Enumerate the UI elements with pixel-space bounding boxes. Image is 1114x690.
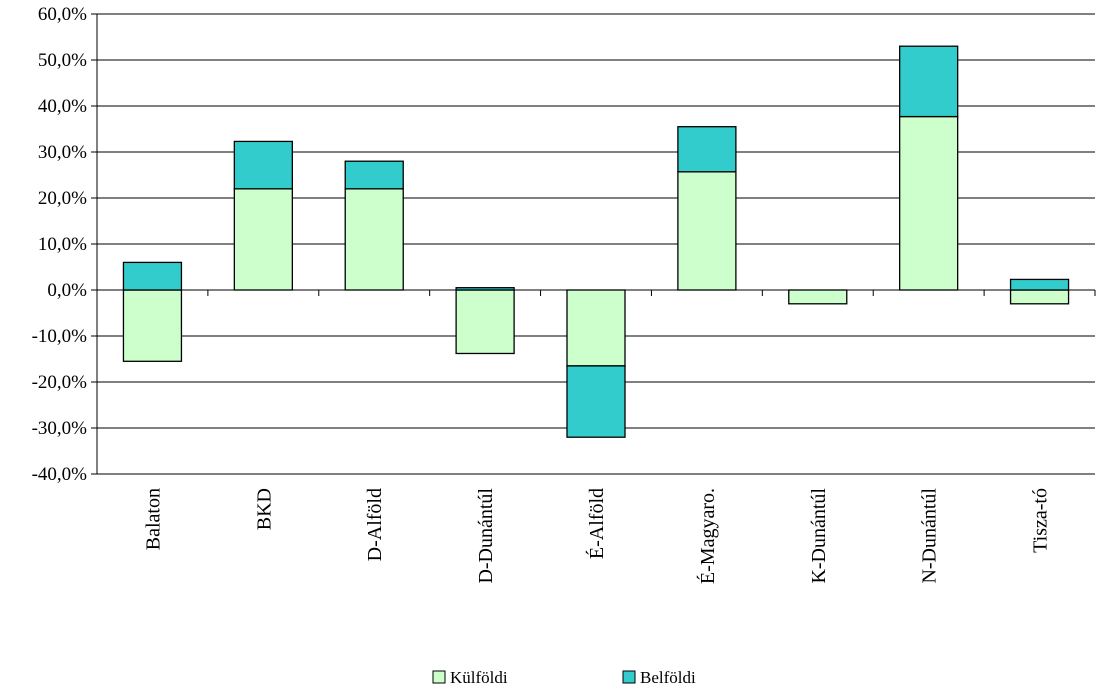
x-tick-label: É-Magyaro. (696, 488, 719, 584)
y-tick-label: -40,0% (32, 464, 88, 485)
y-tick-label: 40,0% (38, 96, 87, 117)
bar-segment (122, 261, 183, 291)
bar-segment (455, 287, 515, 291)
y-tick-label: 0,0% (47, 280, 87, 301)
y-tick-label: 20,0% (38, 188, 87, 209)
x-tick-label: BKD (253, 488, 275, 530)
bar-segment (122, 289, 183, 362)
y-tick-label: 60,0% (38, 4, 87, 25)
legend: Külföldi Belföldi (432, 668, 696, 687)
x-tick-label: É-Alföld (585, 488, 608, 559)
bar-segment (899, 115, 959, 291)
x-tick-label: N-Dunántúl (919, 488, 941, 584)
bar-segment (344, 160, 404, 190)
bar-segment (1009, 289, 1070, 305)
legend-swatch-kulfoldi (432, 670, 446, 684)
x-tick-label: K-Dunántúl (808, 488, 830, 584)
bars (122, 45, 1070, 438)
bar-segment (788, 289, 848, 305)
bar-segment (233, 188, 293, 291)
bar-segment (899, 45, 959, 118)
axes (91, 13, 1096, 475)
y-tick-label: -30,0% (32, 418, 88, 439)
y-tick-labels: 60,0% 50,0% 40,0% 30,0% 20,0% 10,0% 0,0% -10,0%… (32, 4, 88, 485)
x-tick-label: D-Dunántúl (475, 488, 497, 584)
y-tick-label: 10,0% (38, 234, 87, 255)
bar-segment (677, 171, 737, 291)
legend-label-belfoldi: Belföldi (640, 668, 696, 687)
bar-segment (677, 126, 737, 173)
legend-label-kulfoldi: Külföldi (450, 668, 508, 687)
bar-segment (566, 289, 626, 367)
bar-segment (344, 188, 404, 291)
y-tick-label: -10,0% (32, 326, 88, 347)
bar-segment (1009, 278, 1070, 291)
x-tick-label: Balaton (142, 488, 164, 550)
bar-segment (455, 289, 515, 355)
x-tick-label: Tisza-tó (1030, 488, 1052, 553)
y-tick-label: 50,0% (38, 50, 87, 71)
y-tick-label: 30,0% (38, 142, 87, 163)
y-tick-label: -20,0% (32, 372, 88, 393)
bar-segment (566, 365, 626, 438)
legend-swatch-belfoldi (622, 670, 636, 684)
x-tick-label: D-Alföld (364, 488, 386, 561)
bar-segment (233, 140, 293, 190)
x-tick-labels: Balaton BKD D-Alföld D-Dunántúl É-Alföld É-Ma… (142, 488, 1051, 585)
